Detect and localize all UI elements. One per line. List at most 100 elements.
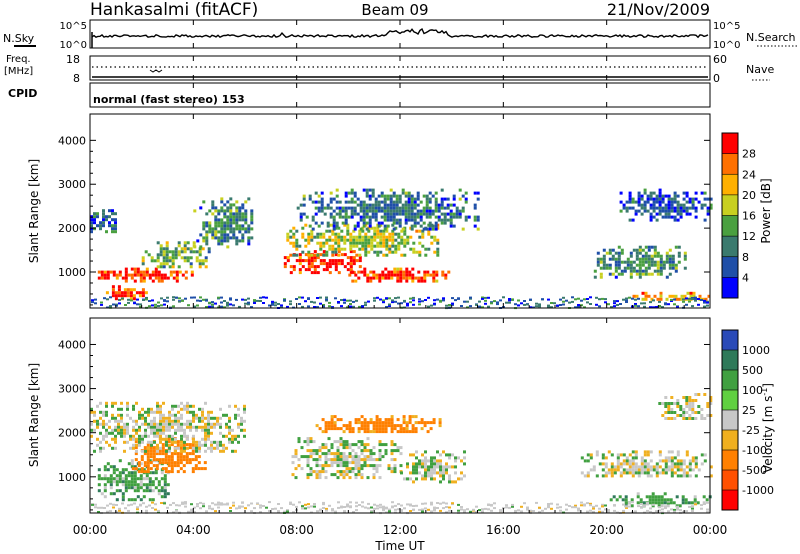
heatmap-cell — [139, 480, 143, 484]
heatmap-cell — [657, 504, 661, 508]
heatmap-cell — [360, 427, 364, 431]
heatmap-cell — [406, 503, 409, 506]
heatmap-cell — [112, 492, 116, 496]
heatmap-cell — [223, 203, 227, 207]
heatmap-cell — [393, 267, 397, 271]
heatmap-cell — [146, 443, 150, 447]
heatmap-cell — [183, 256, 187, 260]
heatmap-cell — [148, 276, 152, 280]
heatmap-cell — [631, 197, 635, 201]
nsky-strip: N.Sky 10^5 10^0 10^5 10^0 N.Search — [3, 19, 797, 51]
heatmap-cell — [309, 449, 313, 453]
heatmap-cell — [180, 416, 183, 420]
heatmap-cell — [112, 468, 116, 472]
heatmap-cell — [394, 300, 397, 303]
heatmap-cell — [259, 506, 262, 509]
heatmap-cell — [321, 464, 325, 468]
heatmap-cell — [169, 273, 173, 277]
heatmap-cell — [439, 462, 442, 466]
heatmap-cell — [416, 212, 420, 216]
heatmap-cell — [228, 428, 231, 432]
heatmap-cell — [389, 209, 393, 213]
heatmap-cell — [150, 256, 154, 260]
heatmap-cell — [289, 229, 293, 233]
heatmap-cell — [341, 206, 345, 210]
heatmap-cell — [153, 419, 156, 423]
heatmap-cell — [163, 492, 167, 496]
heatmap-cell — [435, 270, 439, 274]
heatmap-cell — [625, 299, 628, 302]
heatmap-cell — [595, 474, 599, 478]
heatmap-cell — [664, 194, 668, 198]
heatmap-cell — [165, 259, 169, 263]
heatmap-cell — [418, 508, 421, 511]
heatmap-cell — [220, 301, 223, 304]
heatmap-cell — [368, 188, 372, 192]
heatmap-cell — [156, 404, 159, 408]
heatmap-cell — [210, 443, 213, 447]
heatmap-cell — [602, 254, 606, 258]
heatmap-cell — [160, 502, 163, 504]
heatmap-cell — [432, 270, 436, 274]
heatmap-cell — [364, 232, 368, 236]
heatmap-cell — [291, 473, 295, 477]
heatmap-cell — [139, 486, 143, 490]
heatmap-cell — [422, 221, 426, 225]
heatmap-cell — [265, 506, 268, 509]
heatmap-cell — [365, 221, 369, 225]
heatmap-region-8 — [658, 393, 713, 420]
heatmap-cell — [376, 229, 380, 233]
heatmap-cell — [328, 235, 332, 239]
heatmap-cell — [117, 294, 121, 298]
heatmap-cell — [225, 413, 228, 417]
heatmap-cell — [149, 449, 153, 453]
heatmap-cell — [613, 465, 617, 469]
heatmap-cell — [184, 270, 188, 274]
heatmap-cell — [262, 296, 265, 299]
heatmap-cell — [433, 299, 436, 302]
heatmap-cell — [183, 428, 186, 432]
heatmap-cell — [310, 256, 314, 260]
heatmap-cell — [620, 269, 624, 273]
heatmap-cell — [667, 450, 671, 454]
heatmap-cell — [452, 212, 456, 216]
heatmap-cell — [192, 446, 195, 450]
heatmap-cell — [349, 250, 353, 254]
heatmap-cell — [614, 263, 618, 267]
heatmap-cell — [145, 474, 149, 478]
heatmap-cell — [384, 276, 388, 280]
nsearch-tick-bottom: 10^0 — [713, 40, 740, 51]
heatmap-cell — [335, 200, 339, 204]
heatmap-cell — [311, 218, 315, 222]
heatmap-cell — [321, 443, 325, 447]
heatmap-cell — [165, 250, 169, 254]
heatmap-cell — [109, 296, 112, 299]
heatmap-cell — [160, 477, 164, 481]
heatmap-cell — [208, 505, 211, 508]
heatmap-cell — [226, 215, 230, 219]
heatmap-cell — [586, 502, 589, 505]
heatmap-cell — [619, 209, 623, 213]
heatmap-cell — [114, 416, 117, 420]
heatmap-cell — [143, 452, 147, 456]
heatmap-cell — [653, 245, 657, 249]
heatmap-cell — [211, 227, 215, 231]
heatmap-cell — [380, 221, 384, 225]
heatmap-cell — [451, 303, 454, 306]
heatmap-cell — [115, 498, 119, 502]
heatmap-cell — [484, 302, 487, 305]
heatmap-cell — [445, 506, 448, 508]
heatmap-cell — [283, 299, 286, 302]
heatmap-cell — [427, 229, 431, 233]
heatmap-cell — [517, 509, 520, 512]
heatmap-cell — [451, 465, 454, 469]
heatmap-cell — [377, 203, 381, 207]
heatmap-cell — [339, 437, 343, 441]
heatmap-cell — [318, 476, 322, 480]
heatmap-cell — [370, 510, 373, 512]
heatmap-cell — [670, 465, 674, 469]
heatmap-cell — [407, 209, 411, 213]
heatmap-cell — [418, 250, 422, 254]
heatmap-cell — [311, 227, 315, 231]
heatmap-cell — [149, 461, 153, 465]
